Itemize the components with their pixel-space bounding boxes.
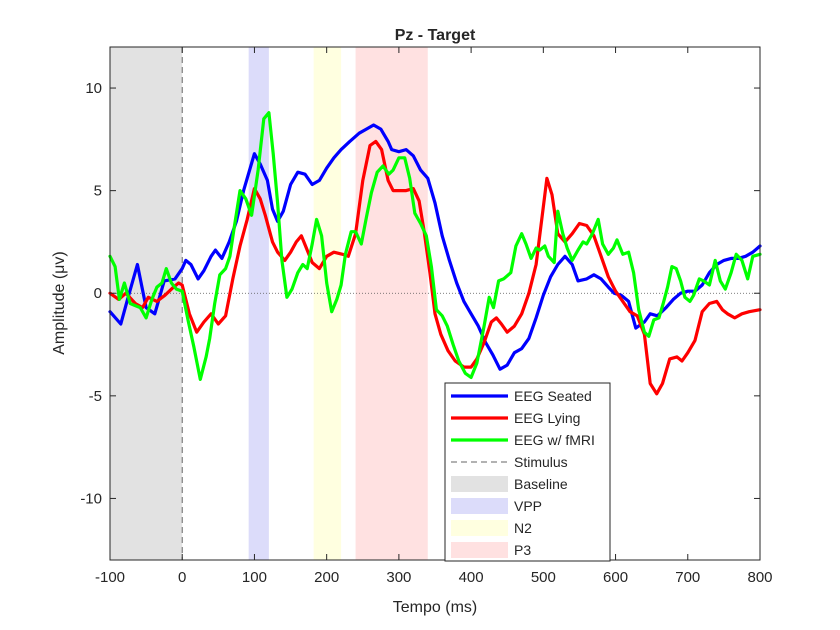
band-p3	[355, 47, 428, 560]
series-line-2	[108, 139, 762, 396]
x-tick-label: 200	[314, 569, 339, 586]
y-tick-label: 5	[94, 183, 102, 200]
y-axis-label: Amplitude (μv)	[51, 251, 68, 354]
x-tick-label: 100	[242, 569, 267, 586]
y-tick-label: -5	[89, 388, 102, 405]
series-line-3	[108, 111, 762, 381]
x-tick-label: 600	[603, 569, 628, 586]
x-axis-label: Tempo (ms)	[393, 599, 477, 616]
axes-frame	[109, 46, 761, 561]
plot-area: -100 0 100 200 300 400 500 600 700 800 10 5 0 -5 -10	[80, 46, 773, 586]
legend-swatch	[451, 542, 508, 558]
highlight-bands	[110, 47, 428, 560]
legend-label: EEG w/ fMRI	[514, 432, 595, 448]
legend-swatch	[451, 498, 508, 514]
chart-title: Pz - Target	[395, 27, 476, 44]
legend: EEG Seated EEG Lying EEG w/ fMRI Stimulus Ba…	[444, 382, 611, 562]
series-line-1	[108, 123, 762, 371]
x-tick-label: -100	[95, 569, 125, 586]
y-tick-label: 10	[85, 80, 102, 97]
band-n2	[313, 47, 342, 560]
legend-label: Baseline	[514, 476, 568, 492]
legend-label: N2	[514, 520, 532, 536]
band-vpp	[248, 47, 269, 560]
x-tick-label: 0	[178, 569, 186, 586]
y-tick-label: -10	[80, 490, 102, 507]
legend-swatch	[451, 476, 508, 492]
data-series	[108, 111, 762, 396]
legend-label: P3	[514, 542, 531, 558]
x-tick-label: 500	[531, 569, 556, 586]
x-tick-label: 800	[747, 569, 772, 586]
x-tick-label: 300	[386, 569, 411, 586]
legend-label: EEG Seated	[514, 388, 592, 404]
x-tick-label: 400	[459, 569, 484, 586]
y-tick-label: 0	[94, 285, 102, 302]
axis-ticks: -100 0 100 200 300 400 500 600 700 800 10 5 0 -5 -10	[80, 47, 773, 586]
legend-swatch	[451, 520, 508, 536]
x-tick-label: 700	[675, 569, 700, 586]
legend-label: EEG Lying	[514, 410, 580, 426]
legend-label: Stimulus	[514, 454, 568, 470]
legend-label: VPP	[514, 498, 542, 514]
